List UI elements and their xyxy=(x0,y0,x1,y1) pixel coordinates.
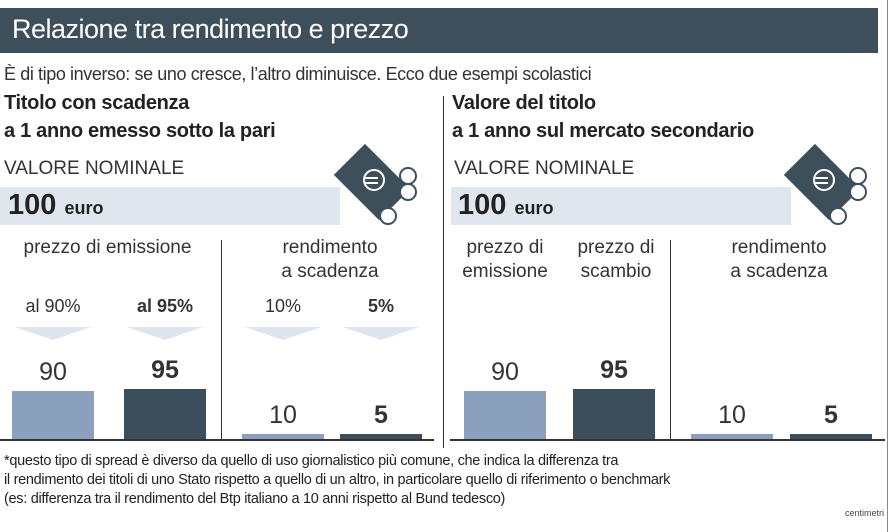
bar xyxy=(242,434,324,440)
down-arrow-icon xyxy=(15,327,91,340)
label-line1: prezzo di xyxy=(466,237,544,258)
label-line2: emissione xyxy=(462,261,548,282)
yield-label-line1: rendimento xyxy=(282,237,378,258)
euro-banknote-coins-icon xyxy=(783,143,867,225)
bar-value-label: 90 xyxy=(491,358,519,387)
credit-logo: centimetri xyxy=(844,508,884,518)
footnote-line: il rendimento dei titoli di uno Stato ri… xyxy=(4,472,671,488)
bar-value-label: 10 xyxy=(718,401,746,429)
down-arrow-icon xyxy=(245,327,321,340)
bar xyxy=(790,434,872,440)
bar xyxy=(464,391,546,440)
nominal-amount: 100 xyxy=(8,189,57,221)
title-bar xyxy=(0,8,878,53)
bar xyxy=(340,434,422,440)
down-arrow-icon xyxy=(343,327,419,340)
footnote-line: (es: differenza tra il rendimento del Bt… xyxy=(4,491,506,507)
page-title: Relazione tra rendimento e prezzo xyxy=(12,14,409,44)
left-inner-divider xyxy=(221,240,222,440)
left-nominal-label: VALORE NOMINALE xyxy=(4,158,185,179)
yield-label-line1: rendimento xyxy=(731,237,827,258)
bar-value-label: 95 xyxy=(600,355,628,384)
left-nominal-value: 100 euro xyxy=(8,189,103,222)
right-baseline xyxy=(450,439,885,441)
right-price1-label: prezzo di emissione xyxy=(455,236,555,284)
bar xyxy=(12,391,94,440)
bar-value-label: 90 xyxy=(39,358,67,387)
percent-label: al 90% xyxy=(25,296,81,316)
left-price-label: prezzo di emissione xyxy=(23,237,192,258)
left-heading-2: a 1 anno emesso sotto la pari xyxy=(4,120,276,142)
right-nominal-label: VALORE NOMINALE xyxy=(454,158,635,179)
bar-value-label: 5 xyxy=(374,401,388,429)
footnote-line: *questo tipo di spread è diverso da quel… xyxy=(4,453,619,469)
percent-label: 5% xyxy=(367,296,394,316)
footnote: *questo tipo di spread è diverso da quel… xyxy=(4,452,670,509)
panel-divider xyxy=(443,96,444,448)
left-yield-label: rendimento a scadenza xyxy=(225,236,435,284)
right-heading-1: Valore del titolo xyxy=(452,92,596,114)
label-line1: prezzo di xyxy=(577,237,655,258)
yield-label-line2: a scadenza xyxy=(281,261,379,282)
bar xyxy=(124,388,206,440)
nominal-amount: 100 xyxy=(458,189,507,221)
right-inner-divider xyxy=(670,240,671,440)
right-nominal-band xyxy=(451,187,791,225)
left-baseline xyxy=(0,439,434,441)
left-heading-1: Titolo con scadenza xyxy=(4,92,190,114)
euro-banknote-coins-icon xyxy=(333,143,417,225)
percent-label: 10% xyxy=(264,296,302,316)
right-yield-label: rendimento a scadenza xyxy=(674,236,884,284)
right-nominal-value: 100 euro xyxy=(458,189,553,222)
bar-value-label: 5 xyxy=(824,401,838,429)
left-nominal-band xyxy=(0,187,340,225)
subtitle: È di tipo inverso: se uno cresce, l’altr… xyxy=(4,64,592,84)
percent-label: al 95% xyxy=(136,296,194,316)
right-border xyxy=(887,0,888,532)
nominal-unit: euro xyxy=(64,198,104,218)
nominal-unit: euro xyxy=(514,198,554,218)
bar-value-label: 95 xyxy=(151,355,179,384)
bar-value-label: 10 xyxy=(269,401,297,429)
yield-label-line2: a scadenza xyxy=(730,261,828,282)
right-price2-label: prezzo di scambio xyxy=(566,236,666,284)
label-line2: scambio xyxy=(580,261,652,282)
right-heading-2: a 1 anno sul mercato secondario xyxy=(452,120,754,142)
down-arrow-icon xyxy=(127,327,203,340)
bar xyxy=(573,388,655,440)
bar xyxy=(691,434,773,440)
